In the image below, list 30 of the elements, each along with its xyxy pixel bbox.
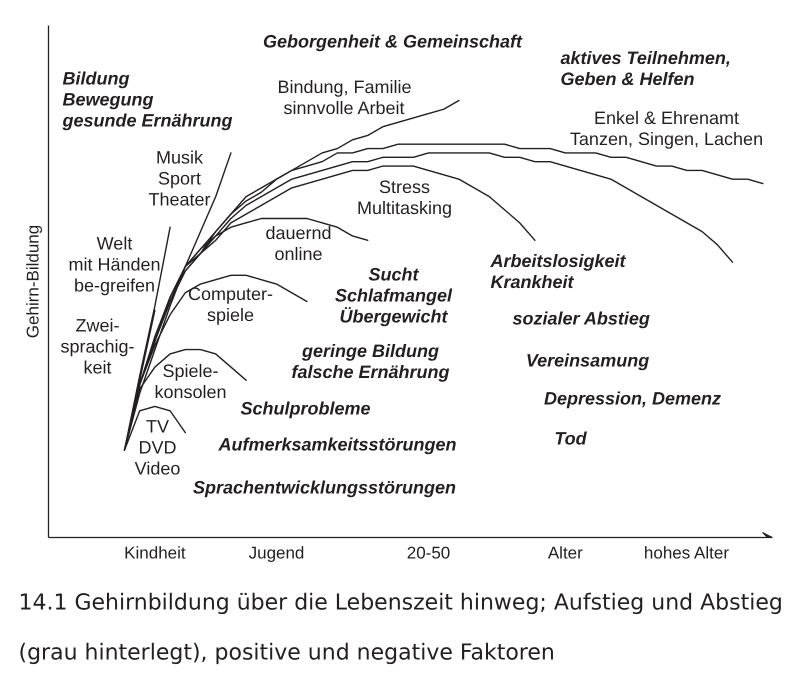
annotation: geringe Bildung falsche Ernährung xyxy=(291,341,450,382)
x-tick-label: Kindheit xyxy=(124,544,186,562)
text: aktives Teilnehmen, Geben & Helfen xyxy=(560,48,731,89)
x-tick-label: 20-50 xyxy=(406,544,450,562)
annotation: Stress Multitasking xyxy=(356,177,452,218)
annotation: Bindung, Familie sinnvolle Arbeit xyxy=(277,77,412,118)
annotation: Schulprobleme xyxy=(240,398,371,418)
x-tick-label: Alter xyxy=(548,544,584,562)
annotation: Sucht Schlafmangel Übergewicht xyxy=(334,264,454,326)
annotation: sozialer Abstieg xyxy=(512,308,650,328)
annotation: TV DVD Video xyxy=(134,416,180,478)
annotation: Welt mit Händen be-greifen xyxy=(68,234,161,296)
x-tick-label: Jugend xyxy=(248,544,304,562)
annotation: Sprachentwicklungsstörungen xyxy=(192,478,456,498)
text: Geborgenheit & Gemeinschaft xyxy=(262,32,524,52)
text: 14.1 Gehirnbildung über die Lebenszeit hinweg; Aufstieg und Abstieg (grau hinterlegt), positive und negative Faktoren xyxy=(18,590,783,666)
x-tick-label: hohes Alter xyxy=(644,544,730,562)
annotation: Bildung Bewegung gesunde Ernährung xyxy=(62,68,233,130)
annotation: Vereinsamung xyxy=(526,350,650,370)
annotation: dauernd online xyxy=(265,223,332,264)
y-axis-title: Gehirn-Bildung xyxy=(24,224,42,338)
annotation: Enkel & Ehrenamt Tanzen, Singen, Lachen xyxy=(570,108,764,149)
annotation: Arbeitslosigkeit Krankheit xyxy=(490,251,627,292)
annotation: Aufmerksamkeitsstörungen xyxy=(217,434,457,454)
annotation: Depression, Demenz xyxy=(544,388,722,408)
annotation: Zwei- sprachig- keit xyxy=(60,316,135,378)
annotation: Spiele- konsolen xyxy=(154,361,227,402)
annotation: Computer- spiele xyxy=(188,284,274,325)
annotation: Tod xyxy=(554,428,588,448)
annotation: Musik Sport Theater xyxy=(148,148,211,210)
